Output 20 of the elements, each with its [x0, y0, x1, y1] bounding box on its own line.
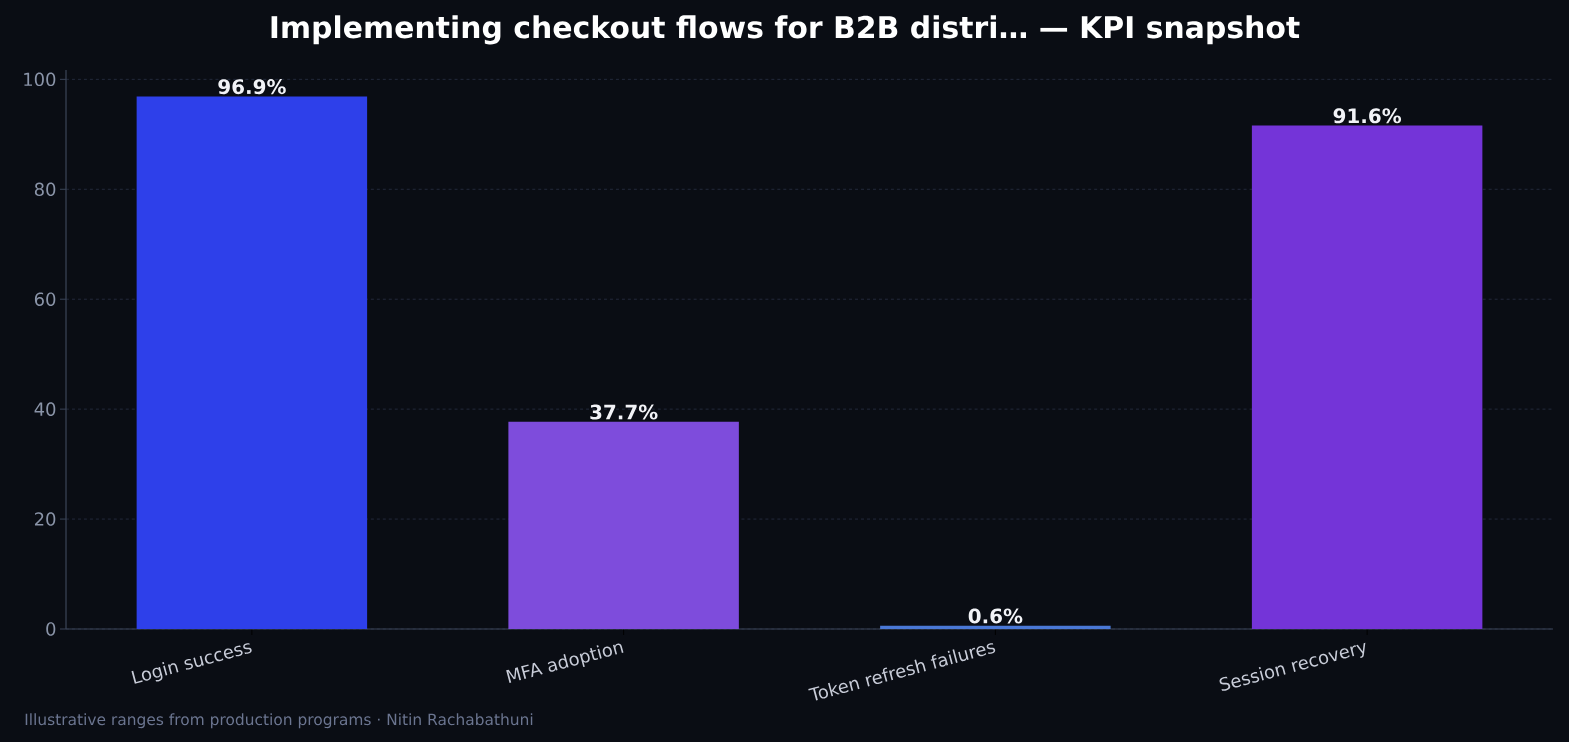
y-tick-label: 100 [24, 72, 56, 87]
bar [1251, 125, 1483, 629]
x-tick-label: MFA adoption [506, 643, 624, 683]
y-tick-label: 40 [34, 402, 56, 416]
data-label: 96.9% [218, 79, 286, 95]
bar [136, 96, 368, 629]
data-label: 37.7% [590, 404, 658, 420]
x-tick-label: Login success [131, 643, 252, 684]
chart-title: Implementing checkout flows for B2B distri… — KPI snapshot [271, 15, 1300, 45]
data-label: 91.6% [1333, 108, 1402, 124]
bar [508, 421, 739, 629]
data-label: 0.6% [968, 608, 1023, 624]
y-tick-label: 80 [34, 182, 56, 197]
x-tick-label: Session recovery [1219, 642, 1366, 691]
bar [880, 625, 1111, 629]
x-tick-label: Token refresh failures [808, 643, 996, 701]
text: Illustrative ranges from production programs · Nitin Rachabathuni [25, 713, 533, 729]
y-tick-label: 20 [34, 512, 56, 526]
y-tick-label: 60 [34, 292, 56, 306]
y-tick-label: 0 [46, 622, 56, 636]
